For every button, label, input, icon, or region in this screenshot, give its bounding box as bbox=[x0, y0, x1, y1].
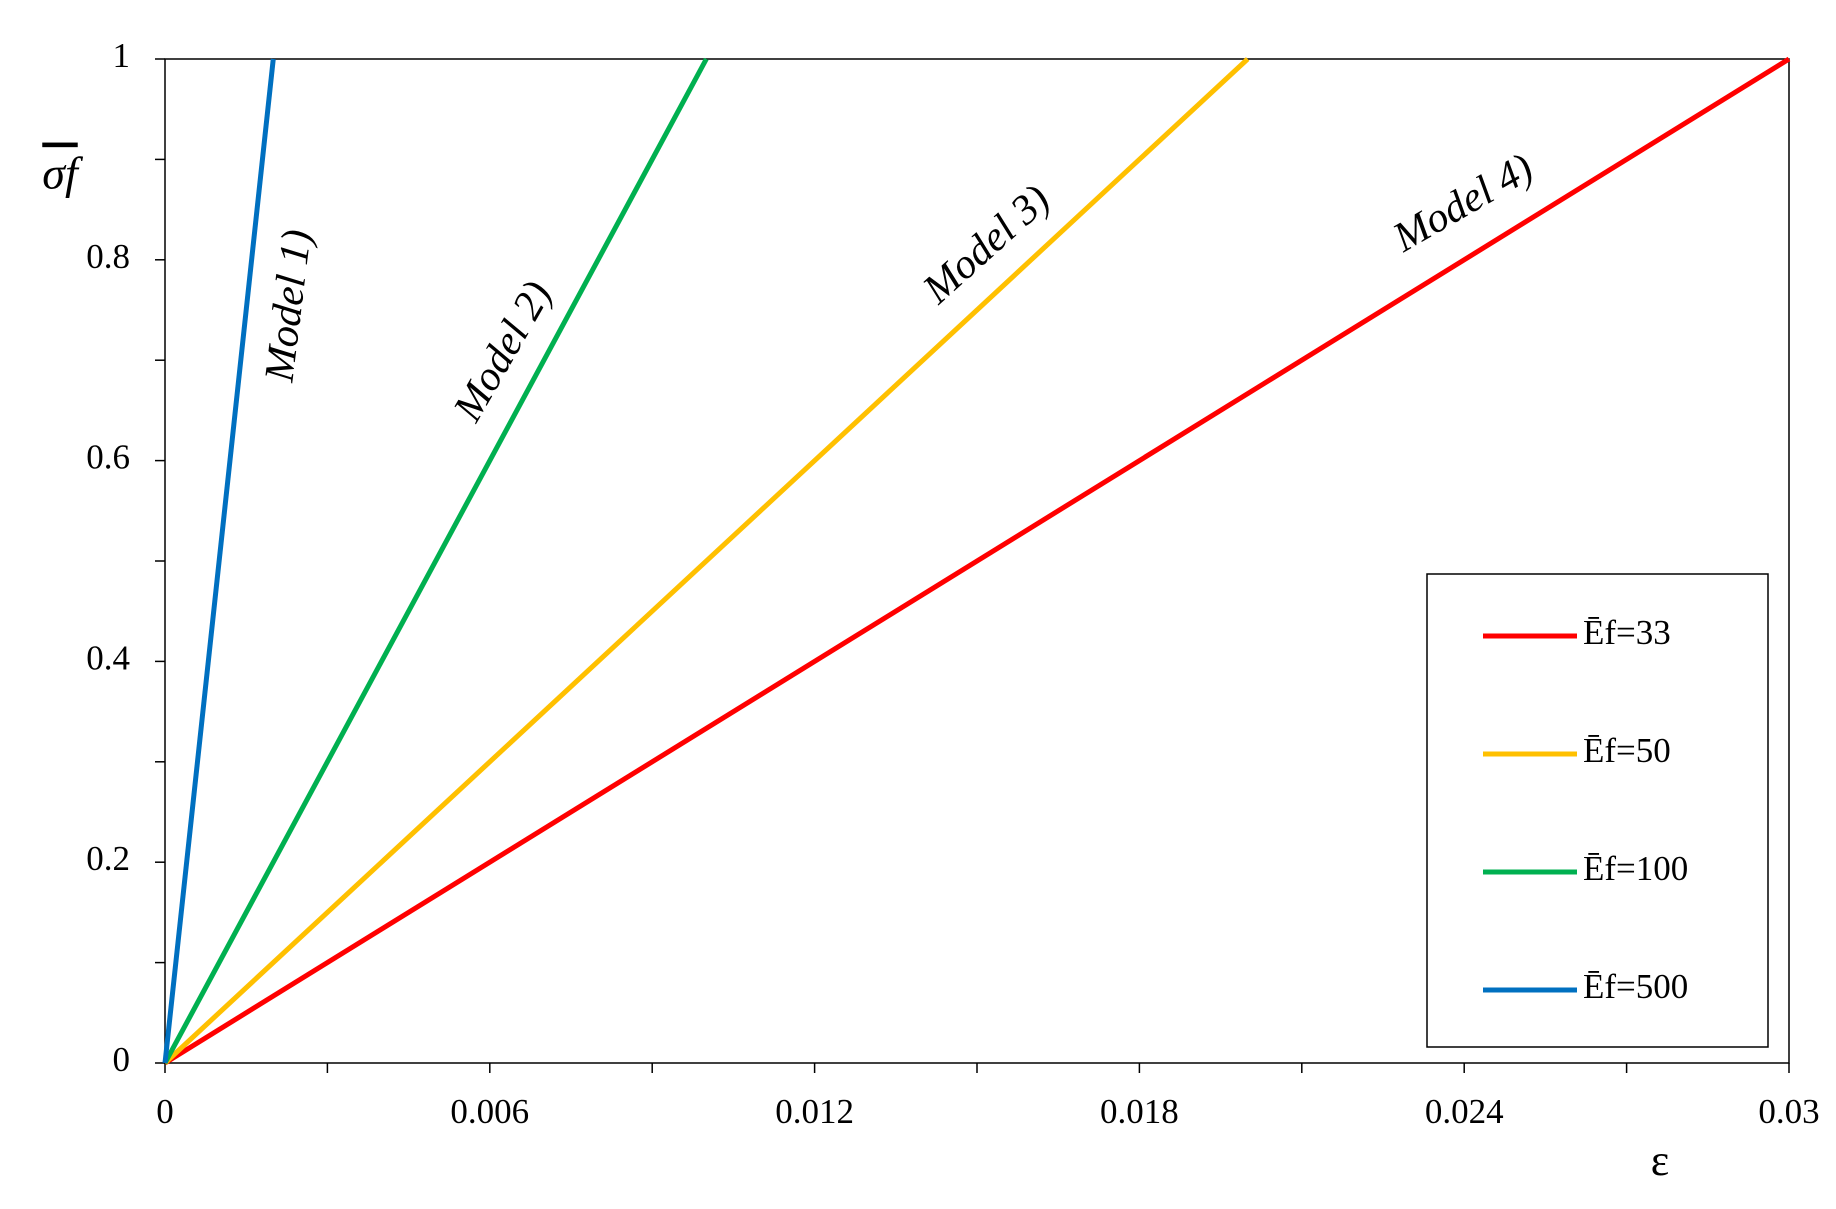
x-tick-label: 0 bbox=[156, 1092, 174, 1131]
legend-box bbox=[1426, 573, 1769, 1048]
series-line bbox=[162, 57, 709, 1065]
x-tick-label: 0.012 bbox=[775, 1092, 854, 1131]
y-tick-label: 0.8 bbox=[86, 237, 130, 276]
y-tick-label: 0.2 bbox=[86, 839, 130, 878]
legend-label: Ēf=50 bbox=[1583, 731, 1671, 770]
series-line bbox=[163, 56, 1791, 1066]
annotation: Model 1) bbox=[256, 227, 320, 385]
x-tick-label: 0.03 bbox=[1758, 1092, 1819, 1131]
x-tick-label: 0.018 bbox=[1100, 1092, 1179, 1131]
y-tick-label: 1 bbox=[113, 36, 131, 75]
y-tick-label: 0 bbox=[113, 1040, 131, 1079]
legend-label: Ēf=500 bbox=[1583, 967, 1688, 1006]
series-line bbox=[162, 58, 276, 1064]
y-axis-label: σf bbox=[42, 148, 84, 199]
legend-label: Ēf=100 bbox=[1583, 849, 1688, 888]
annotation: Model 3) bbox=[914, 176, 1059, 313]
y-tick-label: 0.4 bbox=[86, 638, 130, 677]
x-tick-label: 0.006 bbox=[450, 1092, 529, 1131]
y-tick-label: 0.6 bbox=[86, 438, 130, 477]
legend-label: Ēf=33 bbox=[1583, 613, 1671, 652]
series-line bbox=[163, 57, 1250, 1065]
x-tick-label: 0.024 bbox=[1425, 1092, 1504, 1131]
x-axis-label: ε bbox=[1651, 1136, 1669, 1185]
annotation: Model 4) bbox=[1385, 145, 1541, 262]
annotation: Model 2) bbox=[444, 274, 561, 430]
